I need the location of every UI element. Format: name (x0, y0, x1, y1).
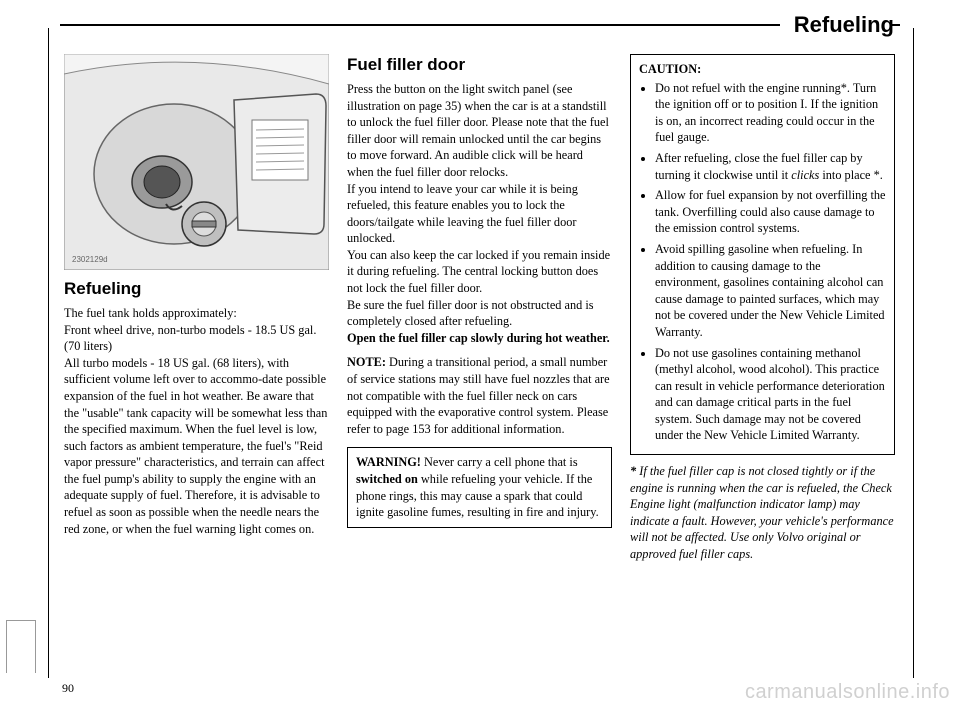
col1-p1: The fuel tank holds approximately: (64, 305, 329, 322)
fuel-filler-figure: 2302129d (64, 54, 329, 270)
col1-p3: All turbo models - 18 US gal. (68 liters… (64, 355, 329, 538)
footnote: * If the fuel filler cap is not closed t… (630, 463, 895, 563)
caution-label: CAUTION: (639, 61, 886, 78)
warning-box: WARNING! Never carry a cell phone that i… (347, 447, 612, 527)
col2-note: NOTE: During a transitional period, a sm… (347, 354, 612, 437)
content-columns: 2302129d Refueling The fuel tank holds a… (64, 54, 896, 563)
warning-switched-on: switched on (356, 472, 418, 486)
col2-p1: Press the button on the light switch pan… (347, 81, 612, 181)
note-label: NOTE: (347, 355, 386, 369)
col2-p4: Be sure the fuel filler door is not obst… (347, 297, 612, 330)
note-text: During a transitional period, a small nu… (347, 355, 610, 435)
caution-item: Do not refuel with the engine running*. … (655, 80, 886, 146)
warning-label: WARNING! (356, 455, 421, 469)
col2-p2: If you intend to leave your car while it… (347, 181, 612, 247)
col1-p2: Front wheel drive, non-turbo models - 18… (64, 322, 329, 355)
footnote-text: If the fuel filler cap is not closed tig… (630, 464, 894, 561)
caution-item: After refueling, close the fuel filler c… (655, 150, 886, 183)
watermark: carmanualsonline.info (745, 681, 950, 704)
figure-id-text: 2302129d (72, 255, 108, 264)
col2-heading: Fuel filler door (347, 54, 612, 77)
caution-item: Do not use gasolines containing methanol… (655, 345, 886, 445)
caution-box: CAUTION: Do not refuel with the engine r… (630, 54, 895, 455)
header-rule (60, 24, 780, 26)
header-rule (892, 24, 900, 26)
column-2: Fuel filler door Press the button on the… (347, 54, 612, 563)
header-title: Refueling (788, 12, 900, 38)
col1-heading: Refueling (64, 278, 329, 301)
page-tab-marker (6, 620, 36, 673)
caution-item: Allow for fuel expansion by not overfill… (655, 187, 886, 237)
col2-p5: Open the fuel filler cap slowly during h… (347, 330, 612, 347)
column-3: CAUTION: Do not refuel with the engine r… (630, 54, 895, 563)
warning-pre: Never carry a cell phone that is (421, 455, 578, 469)
page-number: 90 (62, 681, 74, 696)
col2-p3: You can also keep the car locked if you … (347, 247, 612, 297)
column-1: 2302129d Refueling The fuel tank holds a… (64, 54, 329, 563)
caution-list: Do not refuel with the engine running*. … (639, 80, 886, 444)
caution-item: Avoid spilling gasoline when refueling. … (655, 241, 886, 341)
